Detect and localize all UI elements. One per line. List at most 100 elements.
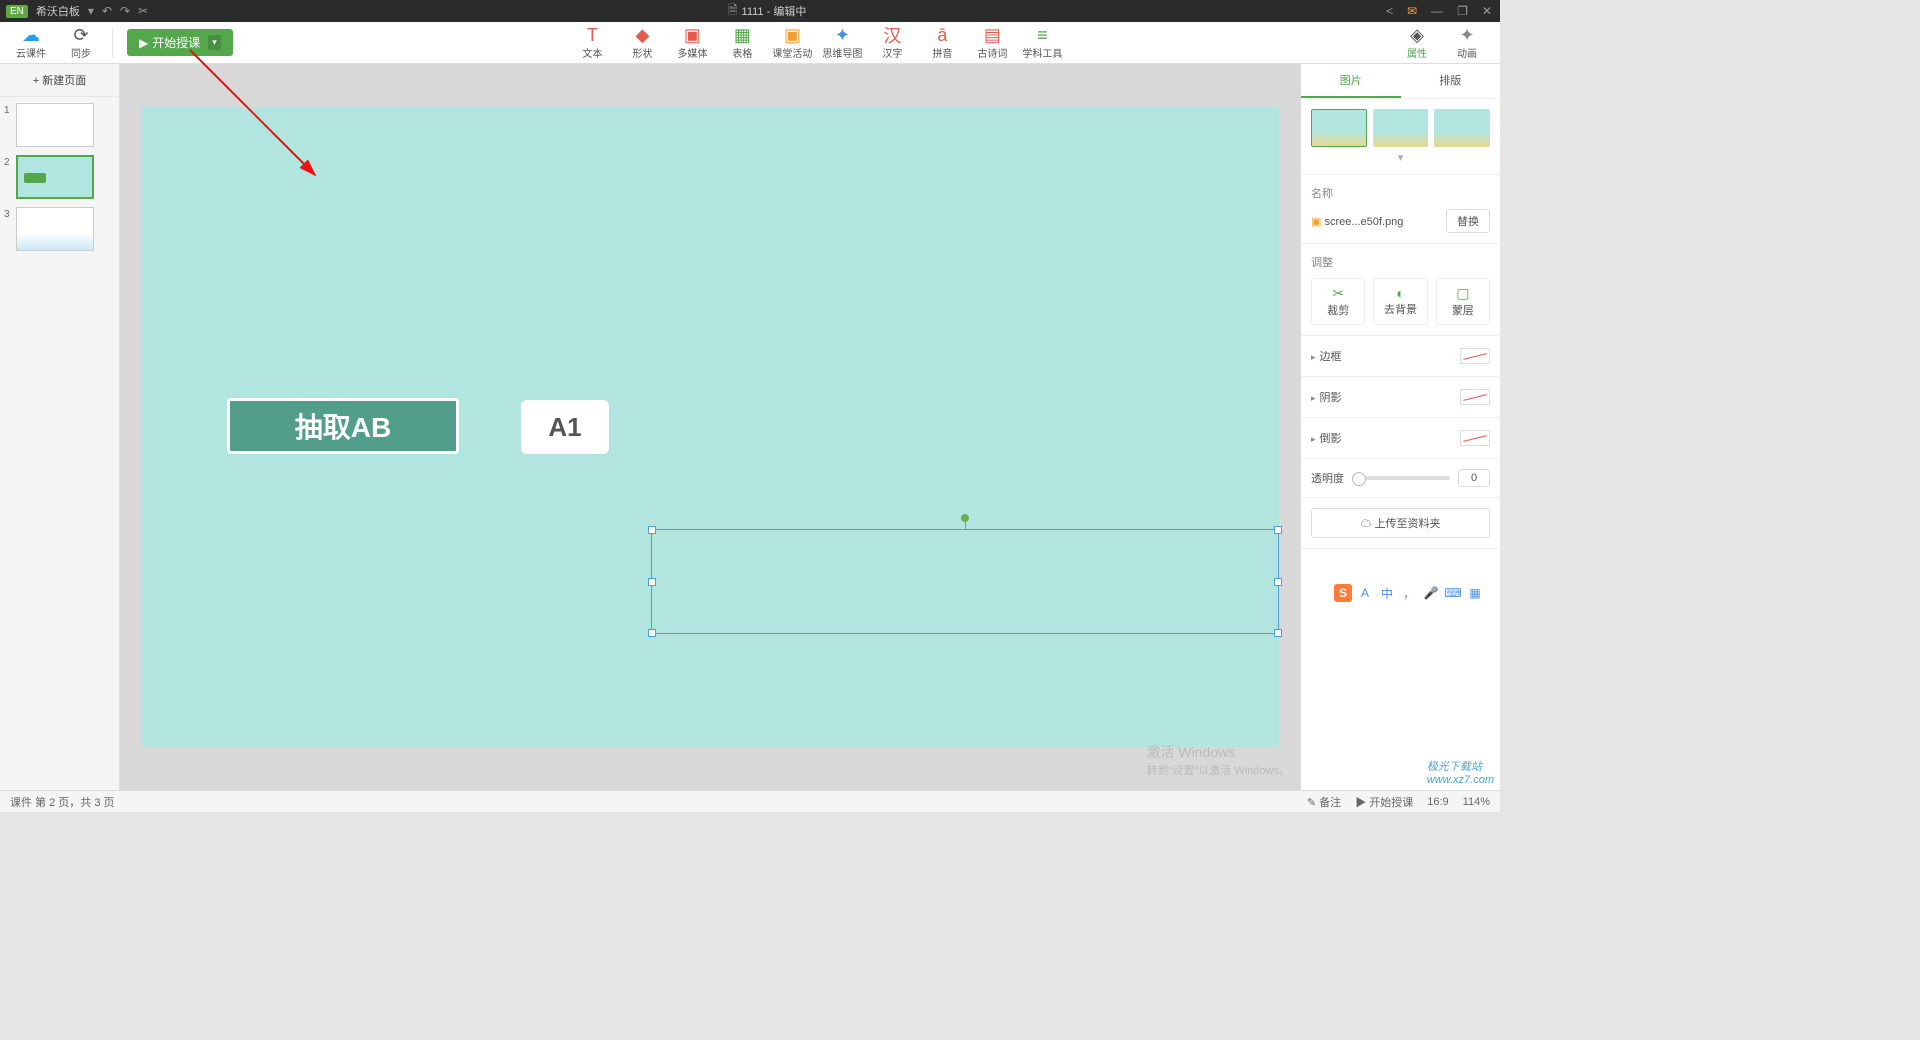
pinyin-icon: ā bbox=[937, 25, 947, 45]
thumb-num: 2 bbox=[4, 155, 16, 168]
shadow-row[interactable]: ▸阴影 bbox=[1311, 387, 1490, 407]
mindmap-tool[interactable]: ✦思维导图 bbox=[819, 23, 865, 63]
sync-button[interactable]: ⟳同步 bbox=[58, 23, 104, 63]
remark-button[interactable]: ✎ 备注 bbox=[1307, 794, 1341, 810]
doc-title: 1111 - 编辑中 bbox=[742, 3, 807, 19]
replace-button[interactable]: 替换 bbox=[1446, 209, 1490, 233]
border-swatch[interactable] bbox=[1460, 348, 1490, 364]
ime-grid-icon[interactable]: ▦ bbox=[1466, 584, 1484, 602]
activity-tool[interactable]: ▣课堂活动 bbox=[769, 23, 815, 63]
reflection-swatch[interactable] bbox=[1460, 430, 1490, 446]
media-tool[interactable]: ▣多媒体 bbox=[669, 23, 715, 63]
tab-layout[interactable]: 排版 bbox=[1401, 64, 1501, 98]
opacity-slider[interactable] bbox=[1352, 476, 1450, 480]
pinyin-tool[interactable]: ā拼音 bbox=[919, 23, 965, 63]
shape-tool[interactable]: ◆形状 bbox=[619, 23, 665, 63]
start-class-button[interactable]: ▶ 开始授课▾ bbox=[127, 29, 233, 56]
image-preview-section: ▾ bbox=[1301, 99, 1500, 175]
mask-button[interactable]: ▢蒙层 bbox=[1436, 278, 1490, 325]
upload-button[interactable]: ☁ 上传至资料夹 bbox=[1311, 508, 1490, 538]
new-page-button[interactable]: + 新建页面 bbox=[0, 64, 119, 97]
resize-handle-ne[interactable] bbox=[1274, 526, 1282, 534]
border-label: 边框 bbox=[1320, 351, 1342, 363]
slide-thumb-1[interactable]: 1 bbox=[4, 103, 115, 147]
aspect-ratio[interactable]: 16:9 bbox=[1427, 796, 1448, 808]
ime-a-icon[interactable]: A bbox=[1356, 584, 1374, 602]
ime-zh-icon[interactable]: 中 bbox=[1378, 584, 1396, 602]
undo-icon[interactable]: ↶ bbox=[102, 4, 112, 18]
activity-icon: ▣ bbox=[784, 25, 801, 45]
opacity-value[interactable]: 0 bbox=[1458, 469, 1490, 487]
image-preview-2[interactable] bbox=[1373, 109, 1429, 147]
text-tool[interactable]: T文本 bbox=[569, 23, 615, 63]
title-bar: EN 希沃白板 ▾ ↶ ↷ ✂ 🗎 1111 - 编辑中 < ✉ — ❐ ✕ bbox=[0, 0, 1500, 22]
ime-kbd-icon[interactable]: ⌨ bbox=[1444, 584, 1462, 602]
subject-label: 学科工具 bbox=[1022, 45, 1062, 60]
cloud-icon: ☁ bbox=[22, 25, 40, 45]
properties-tab[interactable]: ◈属性 bbox=[1394, 23, 1440, 63]
ime-punct-icon[interactable]: ， bbox=[1400, 584, 1418, 602]
file-name: scree...e50f.png bbox=[1324, 216, 1403, 228]
properties-label: 属性 bbox=[1407, 45, 1427, 60]
pinyin-label: 拼音 bbox=[932, 45, 952, 60]
extract-ab-button[interactable]: 抽取AB bbox=[227, 398, 459, 454]
image-preview-1[interactable] bbox=[1311, 109, 1367, 147]
shadow-label: 阴影 bbox=[1320, 392, 1342, 404]
hanzi-tool[interactable]: 汉汉字 bbox=[869, 23, 915, 63]
app-dropdown-icon[interactable]: ▾ bbox=[88, 4, 94, 18]
poem-tool[interactable]: ▤古诗词 bbox=[969, 23, 1015, 63]
share-icon[interactable]: < bbox=[1386, 4, 1393, 18]
redo-icon[interactable]: ↷ bbox=[120, 4, 130, 18]
crop-button[interactable]: ✂裁剪 bbox=[1311, 278, 1365, 325]
table-tool[interactable]: ▦表格 bbox=[719, 23, 765, 63]
rotate-handle[interactable] bbox=[961, 514, 969, 522]
tab-image[interactable]: 图片 bbox=[1301, 64, 1401, 98]
selection-box[interactable] bbox=[651, 529, 1279, 634]
cloud-button[interactable]: ☁云课件 bbox=[8, 23, 54, 63]
slide[interactable]: 抽取AB A1 bbox=[141, 107, 1279, 747]
cloud-label: 云课件 bbox=[16, 45, 46, 60]
shape-icon: ◆ bbox=[635, 25, 649, 45]
media-icon: ▣ bbox=[684, 25, 701, 45]
media-label: 多媒体 bbox=[677, 45, 707, 60]
resize-handle-nw[interactable] bbox=[648, 526, 656, 534]
mail-icon[interactable]: ✉ bbox=[1407, 4, 1417, 18]
slide-thumb-3[interactable]: 3 bbox=[4, 207, 115, 251]
zoom-level[interactable]: 114% bbox=[1463, 796, 1490, 808]
image-preview-3[interactable] bbox=[1434, 109, 1490, 147]
slide-thumb-2[interactable]: 2 bbox=[4, 155, 115, 199]
poem-icon: ▤ bbox=[984, 25, 1001, 45]
minimize-icon[interactable]: — bbox=[1431, 4, 1443, 18]
start-label: 开始授课 bbox=[152, 34, 200, 51]
cut-icon[interactable]: ✂ bbox=[138, 4, 148, 18]
reflection-row[interactable]: ▸倒影 bbox=[1311, 428, 1490, 448]
start-dropdown-icon[interactable]: ▾ bbox=[208, 35, 221, 50]
ime-s-icon[interactable]: S bbox=[1334, 584, 1352, 602]
reflection-label: 倒影 bbox=[1320, 433, 1342, 445]
doc-icon: 🗎 bbox=[728, 1, 738, 22]
activity-label: 课堂活动 bbox=[772, 45, 812, 60]
adjust-label: 调整 bbox=[1311, 254, 1490, 270]
animation-tab[interactable]: ✦动画 bbox=[1444, 23, 1490, 63]
close-icon[interactable]: ✕ bbox=[1482, 4, 1492, 18]
resize-handle-sw[interactable] bbox=[648, 629, 656, 637]
resize-handle-se[interactable] bbox=[1274, 629, 1282, 637]
border-row[interactable]: ▸边框 bbox=[1311, 346, 1490, 366]
canvas-area[interactable]: 抽取AB A1 bbox=[120, 64, 1300, 790]
sync-icon: ⟳ bbox=[73, 25, 88, 45]
ime-mic-icon[interactable]: 🎤 bbox=[1422, 584, 1440, 602]
status-start-button[interactable]: ▶ 开始授课 bbox=[1355, 794, 1413, 810]
remove-bg-button[interactable]: ◐去背景 bbox=[1373, 278, 1427, 325]
ime-bar: S A 中 ， 🎤 ⌨ ▦ bbox=[1334, 584, 1484, 602]
properties-panel: 图片 排版 ▾ 名称 ▣ scree...e50f.png 替换 调整 ✂裁剪 … bbox=[1300, 64, 1500, 790]
maximize-icon[interactable]: ❐ bbox=[1457, 4, 1468, 18]
subject-tool[interactable]: ≡学科工具 bbox=[1019, 23, 1065, 63]
card-a1[interactable]: A1 bbox=[521, 400, 609, 454]
remove-bg-icon: ◐ bbox=[1374, 285, 1426, 301]
resize-handle-w[interactable] bbox=[648, 578, 656, 586]
hanzi-icon: 汉 bbox=[883, 25, 901, 45]
resize-handle-e[interactable] bbox=[1274, 578, 1282, 586]
preview-expand-icon[interactable]: ▾ bbox=[1311, 151, 1490, 164]
crop-label: 裁剪 bbox=[1327, 305, 1349, 317]
shadow-swatch[interactable] bbox=[1460, 389, 1490, 405]
